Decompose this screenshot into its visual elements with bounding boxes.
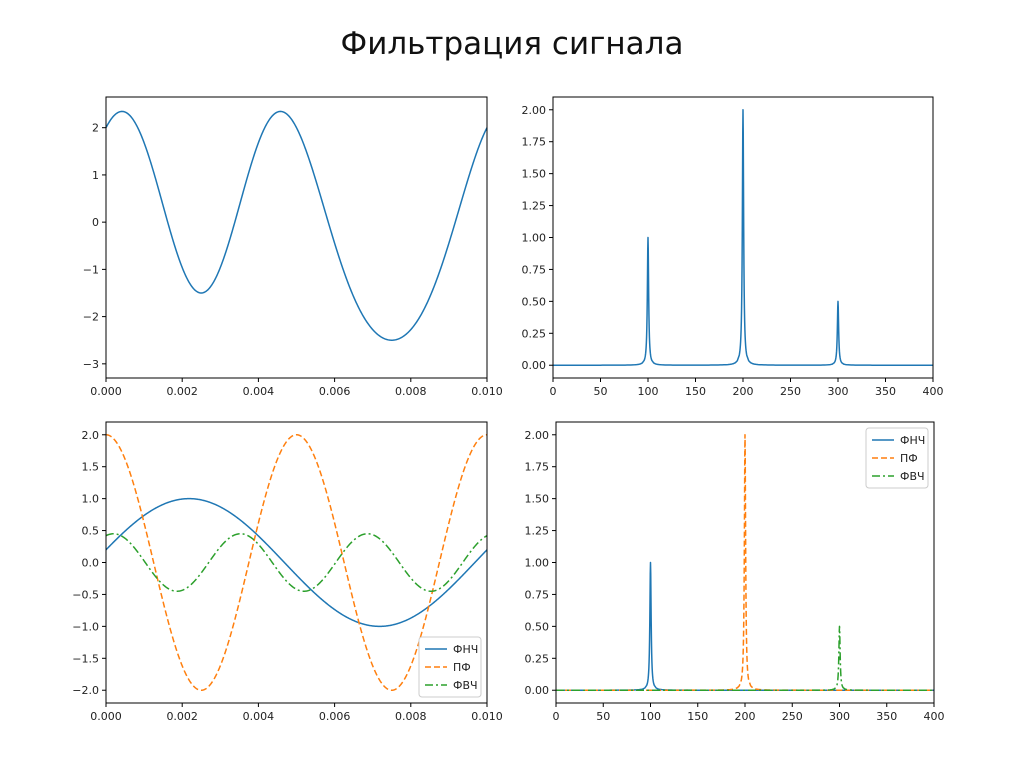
y-tick-label: 0 [92,216,99,229]
series-line-ФНЧ [105,497,488,628]
axes-frame [105,96,488,379]
x-tick-label: 300 [829,710,850,723]
y-tick-label: 1.00 [525,557,550,570]
y-tick-label: 0.50 [525,620,550,633]
series-line-ПФ [105,434,488,691]
y-tick-label: 1.00 [522,232,547,245]
signal-spectrum-panel: 0 50 100 150 200 250 300 350 400 0.00 0.25 0.50 0.75… [522,96,944,398]
x-tick-label: 350 [875,385,896,398]
series-line-ФВЧ [105,533,488,592]
series-line-ФНЧ [556,561,934,691]
x-tick-label: 0 [553,710,560,723]
y-tick-label: 0.5 [82,525,100,538]
y-tick-label: 0.0 [82,557,100,570]
y-tick-label: −2.0 [72,684,99,697]
y-tick-label: 1 [92,169,99,182]
y-tick-label: 1.75 [525,461,550,474]
x-tick-label: 100 [638,385,659,398]
x-tick-label: 0.004 [243,710,275,723]
y-tick-label: 1.5 [82,461,100,474]
legend: ФНЧ ПФ ФВЧ [865,427,929,489]
x-tick-label: 0 [550,385,557,398]
x-tick-label: 0.004 [243,385,275,398]
y-tick-label: −1.5 [72,652,99,665]
y-tick-label: −3 [83,358,99,371]
legend-box [865,427,929,489]
legend-box [418,636,482,698]
y-tick-label: 0.00 [522,359,547,372]
filtered-signals-panel: 0.000 0.002 0.004 0.006 0.008 0.010 −2.0 −1.5 −1… [72,421,503,723]
series-line-ФВЧ [556,625,934,691]
y-tick-label: −0.5 [72,588,99,601]
x-tick-label: 250 [782,710,803,723]
y-tick-label: 0.75 [525,588,550,601]
x-tick-label: 150 [685,385,706,398]
x-tick-label: 350 [876,710,897,723]
legend-label: ФНЧ [453,643,478,656]
time-domain-signal-panel: 0.000 0.002 0.004 0.006 0.008 0.010 −3 −2 −1 0 1 2 [83,96,503,398]
y-tick-label: 0.50 [522,295,547,308]
y-tick-label: −1.0 [72,620,99,633]
x-tick-label: 400 [923,385,944,398]
y-tick-label: 2 [92,122,99,135]
x-tick-label: 0.010 [471,385,503,398]
x-tick-label: 50 [594,385,608,398]
y-tick-label: 1.25 [525,525,550,538]
y-tick-label: 0.25 [525,652,550,665]
x-tick-label: 0.002 [166,385,198,398]
x-tick-label: 250 [780,385,801,398]
y-tick-label: 1.0 [82,493,100,506]
x-tick-label: 100 [640,710,661,723]
series-line-ПФ [556,434,934,691]
legend: ФНЧ ПФ ФВЧ [418,636,482,698]
x-tick-label: 50 [596,710,610,723]
x-tick-label: 200 [733,385,754,398]
legend-label: ПФ [900,452,918,465]
y-tick-label: 0.00 [525,684,550,697]
x-tick-label: 0.006 [319,710,351,723]
x-tick-label: 200 [735,710,756,723]
legend-label: ПФ [453,661,471,674]
x-tick-label: 0.008 [395,710,427,723]
y-tick-label: 2.00 [522,104,547,117]
filtered-spectra-panel: 0 50 100 150 200 250 300 350 400 0.00 0.25 0.50 0.75… [525,421,945,723]
x-tick-label: 0.000 [90,385,122,398]
x-tick-label: 150 [687,710,708,723]
series-line-series-0 [553,109,933,366]
y-tick-label: 2.00 [525,429,550,442]
x-tick-label: 0.010 [471,710,503,723]
x-tick-label: 300 [828,385,849,398]
x-tick-label: 0.000 [90,710,122,723]
y-tick-label: 2.0 [82,429,100,442]
legend-label: ФНЧ [900,434,925,447]
x-tick-label: 400 [924,710,945,723]
y-tick-label: 1.50 [522,168,547,181]
y-tick-label: 0.75 [522,263,547,276]
series-line-series-0 [105,110,488,341]
x-tick-label: 0.006 [319,385,351,398]
x-tick-label: 0.008 [395,385,427,398]
y-tick-label: 1.75 [522,136,547,149]
y-tick-label: 1.25 [522,200,547,213]
y-tick-label: 0.25 [522,327,547,340]
x-tick-label: 0.002 [166,710,198,723]
legend-label: ФВЧ [900,470,925,483]
legend-label: ФВЧ [453,679,478,692]
slide-title: Фильтрация сигнала [340,26,684,62]
y-tick-label: 1.50 [525,493,550,506]
y-tick-label: −1 [83,263,99,276]
y-tick-label: −2 [83,311,99,324]
